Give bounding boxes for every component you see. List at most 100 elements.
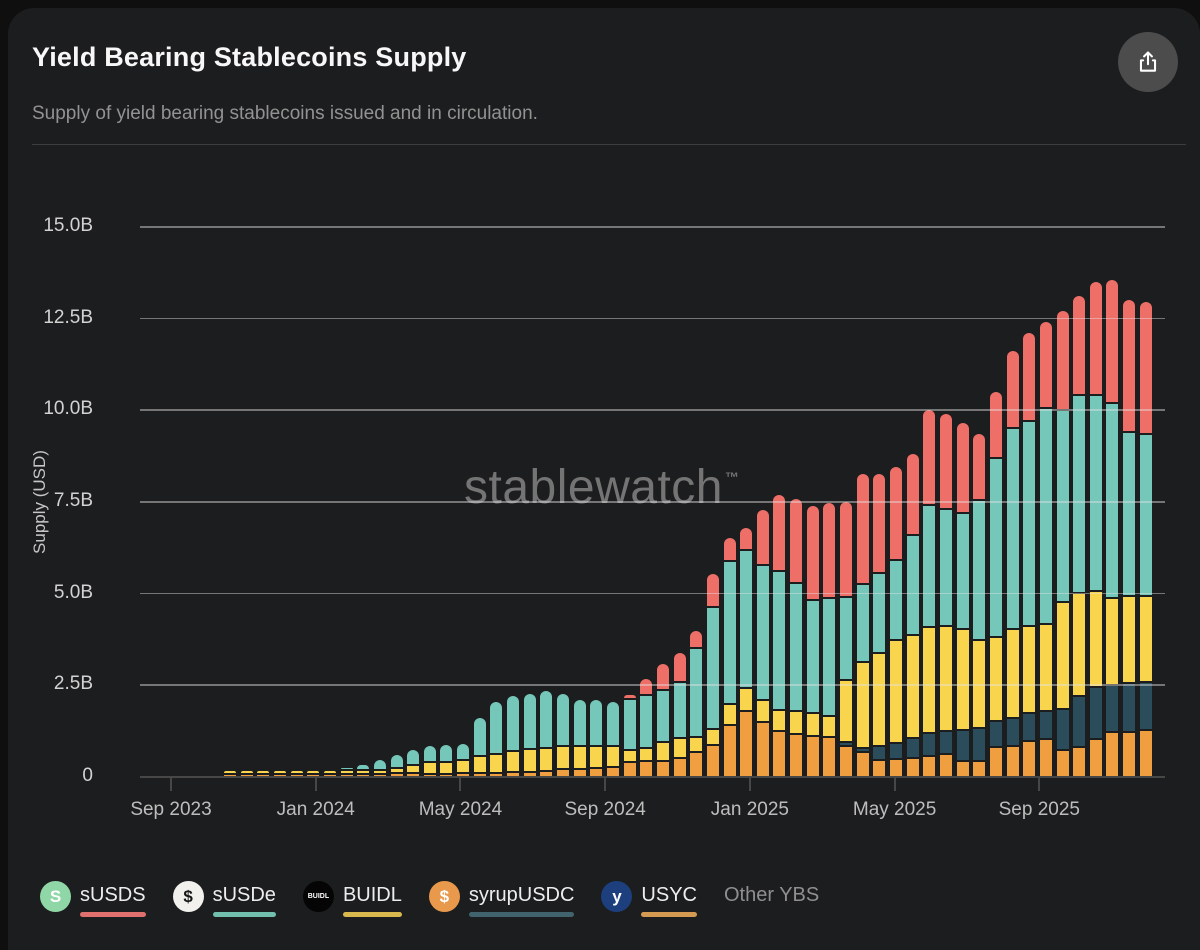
stacked-bar[interactable] — [290, 771, 303, 776]
stacked-bar[interactable] — [939, 413, 952, 776]
stacked-bar[interactable] — [240, 771, 253, 776]
bar-segment-buidl — [1056, 602, 1069, 709]
stacked-bar[interactable] — [923, 410, 936, 776]
stacked-bar[interactable] — [1006, 351, 1019, 776]
syrupusdc-coin-icon: $ — [428, 881, 460, 912]
bar-segment-susde — [340, 767, 353, 769]
bar-segment-usyc — [723, 725, 736, 776]
stacked-bar[interactable] — [640, 678, 653, 776]
stacked-bar[interactable] — [989, 391, 1002, 776]
bar-segment-susde — [573, 699, 586, 745]
bar-segment-susds — [856, 474, 869, 584]
stacked-bar[interactable] — [856, 474, 869, 776]
stacked-bar[interactable] — [1089, 281, 1102, 776]
bar-segment-buidl — [257, 771, 270, 773]
susds-coin-icon: S — [40, 881, 71, 912]
stacked-bar[interactable] — [323, 771, 336, 776]
bar-segment-susde — [1039, 409, 1052, 623]
bar-segment-susds — [840, 501, 853, 597]
bar-segment-buidl — [573, 746, 586, 768]
gridline — [140, 684, 1165, 686]
stacked-bar[interactable] — [307, 771, 320, 776]
stacked-bar[interactable] — [257, 771, 270, 776]
bar-segment-buidl — [440, 762, 453, 773]
bar-segment-susde — [1123, 433, 1136, 596]
stacked-bar[interactable] — [590, 699, 603, 776]
stacked-bar[interactable] — [873, 474, 886, 776]
stacked-bar[interactable] — [1056, 311, 1069, 776]
stacked-bar[interactable] — [357, 764, 370, 776]
bar-segment-usyc — [923, 756, 936, 776]
bar-segment-buidl — [507, 752, 520, 772]
legend-item-usyc[interactable]: y USYC — [601, 880, 697, 917]
bar-segment-susde — [540, 690, 553, 747]
bar-segment-usyc — [573, 769, 586, 776]
stacked-bar[interactable] — [1139, 301, 1152, 776]
stacked-bar[interactable] — [507, 696, 520, 776]
bar-segment-buidl — [390, 769, 403, 773]
stacked-bar[interactable] — [840, 501, 853, 776]
legend-item-syrupusdc[interactable]: $ syrupUSDC — [428, 880, 575, 917]
bar-segment-buidl — [873, 654, 886, 745]
stacked-bar[interactable] — [523, 694, 536, 776]
bar-segment-susde — [989, 458, 1002, 637]
stacked-bar[interactable] — [557, 694, 569, 776]
bar-segment-buidl — [623, 751, 636, 762]
bar-segment-susde — [373, 760, 386, 769]
stacked-bar[interactable] — [423, 745, 436, 776]
bar-segment-buidl — [1123, 597, 1136, 683]
stacked-bar[interactable] — [1106, 279, 1119, 776]
bar-segment-usyc — [840, 746, 853, 776]
legend-item-other-ybs[interactable]: Other YBS — [724, 880, 819, 911]
stacked-bar[interactable] — [956, 422, 969, 776]
bar-segment-usyc — [740, 712, 753, 776]
stacked-bar[interactable] — [673, 653, 686, 776]
stacked-bar[interactable] — [773, 495, 786, 776]
stacked-bar[interactable] — [1023, 333, 1036, 776]
x-axis-tick — [170, 778, 172, 791]
bar-segment-usyc — [806, 736, 819, 776]
share-button[interactable] — [1118, 32, 1178, 92]
stacked-bar[interactable] — [623, 695, 636, 776]
stacked-bar[interactable] — [490, 701, 503, 776]
bar-segment-usyc — [290, 774, 303, 776]
stacked-bar[interactable] — [473, 718, 486, 776]
legend-item-buidl[interactable]: BUIDL BUIDL — [302, 880, 402, 917]
bar-segment-buidl — [806, 713, 819, 735]
stacked-bar[interactable] — [440, 745, 453, 776]
bar-segment-buidl — [407, 766, 420, 773]
stacked-bar[interactable] — [656, 664, 669, 776]
stacked-bar[interactable] — [1123, 300, 1136, 776]
stacked-bar[interactable] — [457, 743, 470, 776]
stacked-bar[interactable] — [740, 528, 753, 776]
stacked-bar[interactable] — [540, 690, 553, 776]
bar-segment-buidl — [723, 704, 736, 724]
stacked-bar[interactable] — [606, 701, 619, 776]
stacked-bar[interactable] — [340, 767, 353, 776]
stacked-bar[interactable] — [373, 760, 386, 776]
legend-color-underline — [80, 912, 146, 917]
stacked-bar[interactable] — [890, 466, 902, 776]
bar-segment-syrupusdc — [1123, 684, 1136, 731]
stacked-bar[interactable] — [573, 699, 586, 776]
stacked-bar[interactable] — [806, 506, 819, 776]
stacked-bar[interactable] — [706, 574, 719, 776]
bar-segment-susds — [989, 391, 1002, 457]
bar-segment-buidl — [823, 717, 836, 737]
legend-item-susde[interactable]: $ sUSDe — [172, 880, 276, 917]
stacked-bar[interactable] — [790, 499, 803, 776]
stacked-bar[interactable] — [1073, 296, 1086, 776]
stacked-bar[interactable] — [823, 502, 836, 776]
stacked-bar[interactable] — [723, 537, 736, 776]
stacked-bar[interactable] — [756, 510, 769, 776]
stacked-bar[interactable] — [224, 771, 236, 776]
stacked-bar[interactable] — [973, 433, 986, 776]
stacked-bar[interactable] — [273, 771, 286, 776]
stacked-bar[interactable] — [1039, 322, 1052, 776]
stacked-bar[interactable] — [906, 454, 919, 776]
stacked-bar[interactable] — [690, 631, 703, 776]
stacked-bar[interactable] — [407, 749, 420, 776]
bar-segment-usyc — [823, 738, 836, 776]
stacked-bar[interactable] — [390, 755, 403, 776]
